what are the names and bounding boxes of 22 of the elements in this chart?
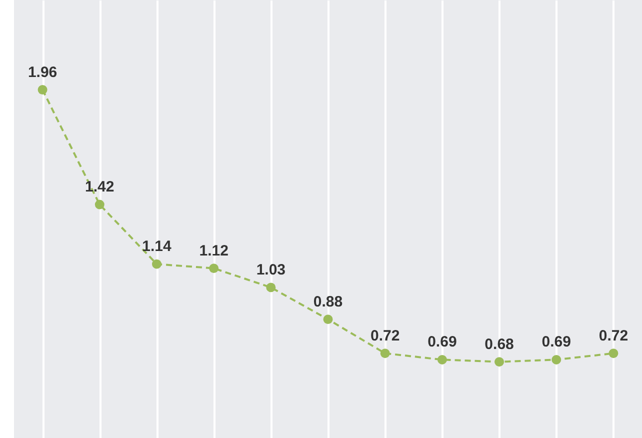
point: [94, 200, 104, 210]
point: [380, 348, 390, 358]
data-label: 0.69: [428, 334, 457, 351]
data-label: 0.68: [484, 336, 514, 353]
point: [437, 354, 447, 364]
data-label: 0.72: [370, 327, 400, 344]
data-label: 1.42: [85, 178, 114, 196]
point: [266, 282, 276, 292]
point: [152, 259, 162, 269]
point: [552, 354, 562, 364]
data-label: 0.69: [542, 334, 571, 351]
data-label: 1.96: [28, 64, 58, 81]
data-label: 1.03: [256, 261, 286, 278]
point: [323, 314, 333, 324]
data-label: 0.88: [313, 293, 343, 310]
point: [608, 348, 618, 358]
point: [494, 357, 504, 367]
data-label: 1.14: [142, 238, 172, 256]
data-label: 0.72: [598, 327, 628, 344]
data-label: 1.12: [199, 242, 228, 260]
point: [209, 264, 219, 274]
point: [38, 85, 48, 95]
